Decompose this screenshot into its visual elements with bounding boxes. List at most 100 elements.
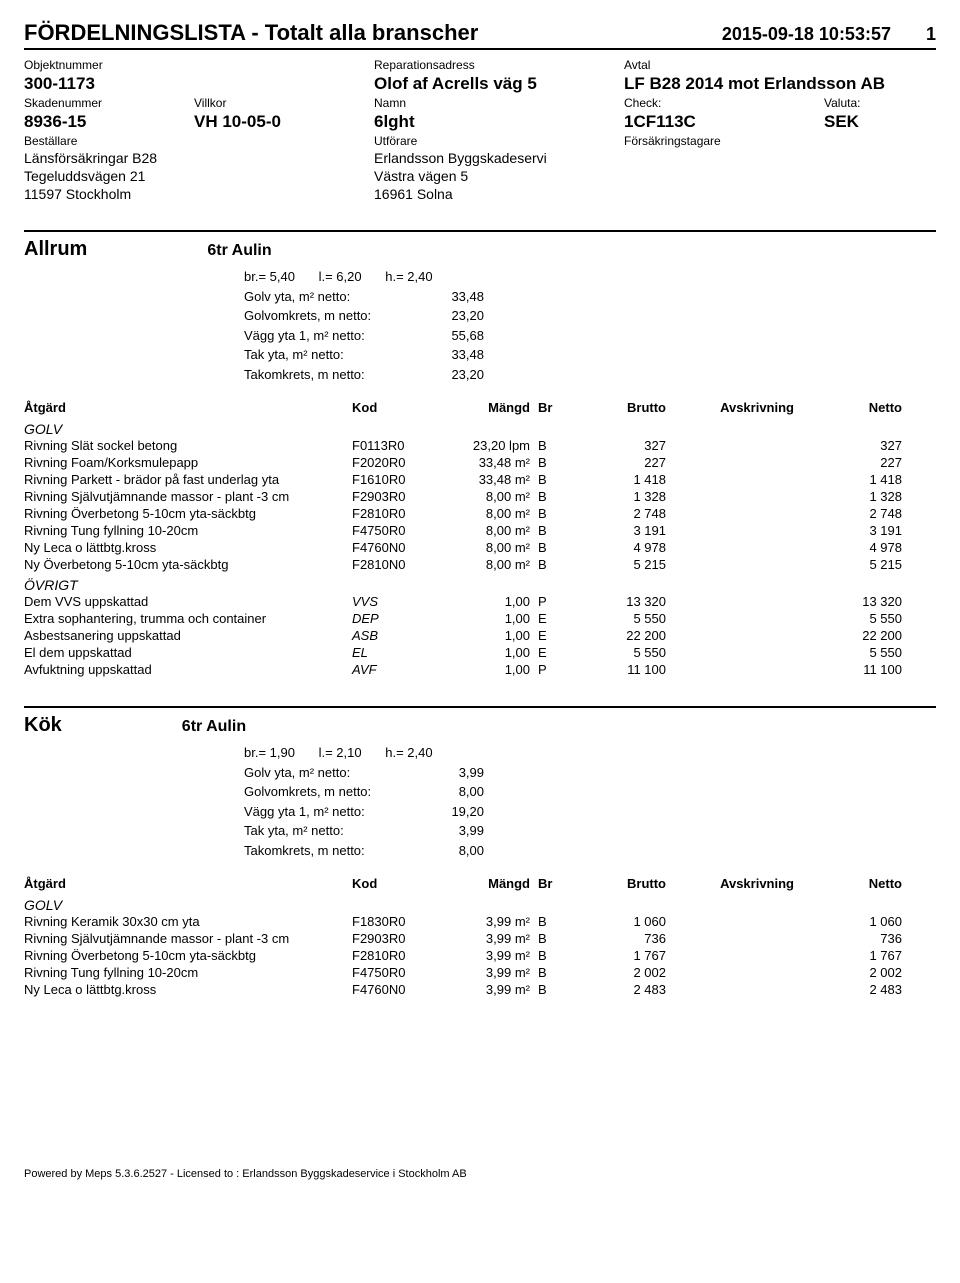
cell-br: B [538,455,568,470]
cell-netto: 2 748 [802,506,902,521]
table-row: El dem uppskattadEL1,00E5 5505 550 [24,644,936,661]
metric-label: Takomkrets, m netto: [244,365,424,385]
doc-title-row: FÖRDELNINGSLISTA - Totalt alla branscher… [24,20,936,50]
val-namn: 6lght [374,112,624,132]
cell-desc: Dem VVS uppskattad [24,594,344,609]
cell-desc: Rivning Självutjämnande massor - plant -… [24,489,344,504]
cell-mangd: 23,20 lpm [440,438,530,453]
cell-desc: El dem uppskattad [24,645,344,660]
metric-row: Vägg yta 1, m² netto:55,68 [244,326,936,346]
lbl-utforare: Utförare [374,134,624,148]
room1-dim-br: br.= 5,40 [244,267,295,287]
best-line1: Länsförsäkringar B28 [24,150,374,166]
cell-kod: F4760N0 [352,540,432,555]
room1-rows2: Dem VVS uppskattadVVS1,00P13 32013 320Ex… [24,593,936,678]
room1-sub: 6tr Aulin [207,242,271,260]
cell-desc: Rivning Överbetong 5-10cm yta-säckbtg [24,506,344,521]
cell-brutto: 1 060 [576,914,666,929]
cell-mangd: 33,48 m² [440,472,530,487]
room1-metrics: Golv yta, m² netto:33,48Golvomkrets, m n… [244,287,936,385]
metric-value: 19,20 [424,802,484,822]
room2-header: Kök 6tr Aulin [24,714,936,737]
cell-netto: 1 767 [802,948,902,963]
room1-meta: br.= 5,40 l.= 6,20 h.= 2,40 Golv yta, m²… [244,267,936,384]
metric-row: Vägg yta 1, m² netto:19,20 [244,802,936,822]
room2-meta: br.= 1,90 l.= 2,10 h.= 2,40 Golv yta, m²… [244,743,936,860]
cell-mangd: 3,99 m² [440,914,530,929]
cell-kod: F4750R0 [352,523,432,538]
col-avskr: Avskrivning [674,400,794,415]
col-atgard: Åtgärd [24,400,344,415]
metric-label: Takomkrets, m netto: [244,841,424,861]
table-row: Dem VVS uppskattadVVS1,00P13 32013 320 [24,593,936,610]
metric-value: 55,68 [424,326,484,346]
room2-dim-br: br.= 1,90 [244,743,295,763]
cell-mangd: 8,00 m² [440,557,530,572]
val-skadenummer: 8936-15 [24,112,194,132]
cell-brutto: 327 [576,438,666,453]
cell-br: E [538,645,568,660]
lbl-objektnummer: Objektnummer [24,58,194,72]
col-kod: Kod [352,876,432,891]
cell-desc: Rivning Foam/Korksmulepapp [24,455,344,470]
table-row: Rivning Tung fyllning 10-20cmF4750R03,99… [24,964,936,981]
cell-kod: VVS [352,594,432,609]
cell-mangd: 1,00 [440,611,530,626]
cell-kod: F2903R0 [352,489,432,504]
lbl-check: Check: [624,96,824,110]
action-header-2: Åtgärd Kod Mängd Br Brutto Avskrivning N… [24,872,936,893]
table-row: Extra sophantering, trumma och container… [24,610,936,627]
doc-datetime-page: 2015-09-18 10:53:57 1 [722,24,936,45]
metric-label: Vägg yta 1, m² netto: [244,802,424,822]
cell-desc: Rivning Överbetong 5-10cm yta-säckbtg [24,948,344,963]
metric-row: Takomkrets, m netto:23,20 [244,365,936,385]
table-row: Rivning Självutjämnande massor - plant -… [24,488,936,505]
cell-kod: F0113R0 [352,438,432,453]
action-header-1: Åtgärd Kod Mängd Br Brutto Avskrivning N… [24,396,936,417]
col-avskr: Avskrivning [674,876,794,891]
cell-kod: F2810R0 [352,948,432,963]
metric-label: Tak yta, m² netto: [244,345,424,365]
col-mangd: Mängd [440,400,530,415]
cell-mangd: 33,48 m² [440,455,530,470]
room2-dim-l: l.= 2,10 [319,743,362,763]
cell-brutto: 1 767 [576,948,666,963]
divider [24,230,936,232]
cell-br: B [538,982,568,997]
col-brutto: Brutto [576,876,666,891]
metric-row: Golvomkrets, m netto:8,00 [244,782,936,802]
metric-label: Golvomkrets, m netto: [244,306,424,326]
cell-mangd: 1,00 [440,628,530,643]
cell-kod: DEP [352,611,432,626]
cell-kod: F4750R0 [352,965,432,980]
room2-dim-h: h.= 2,40 [385,743,432,763]
cell-brutto: 11 100 [576,662,666,677]
utf-line1: Erlandsson Byggskadeservi [374,150,624,166]
metric-value: 3,99 [424,763,484,783]
cell-brutto: 13 320 [576,594,666,609]
cell-netto: 3 191 [802,523,902,538]
room1-dim-l: l.= 6,20 [319,267,362,287]
cell-br: B [538,557,568,572]
col-mangd: Mängd [440,876,530,891]
metric-row: Takomkrets, m netto:8,00 [244,841,936,861]
cell-desc: Rivning Parkett - brädor på fast underla… [24,472,344,487]
val-villkor: VH 10-05-0 [194,112,374,132]
best-line3: 11597 Stockholm [24,186,374,202]
cell-br: E [538,611,568,626]
lbl-valuta: Valuta: [824,96,924,110]
cell-brutto: 22 200 [576,628,666,643]
cell-brutto: 2 483 [576,982,666,997]
cell-mangd: 3,99 m² [440,931,530,946]
col-kod: Kod [352,400,432,415]
metric-value: 23,20 [424,365,484,385]
metric-value: 33,48 [424,345,484,365]
metric-row: Tak yta, m² netto:33,48 [244,345,936,365]
cell-netto: 736 [802,931,902,946]
room1-header: Allrum 6tr Aulin [24,238,936,261]
cell-br: E [538,628,568,643]
cell-mangd: 8,00 m² [440,489,530,504]
room1-name: Allrum [24,238,87,261]
metric-label: Golv yta, m² netto: [244,763,424,783]
cell-mangd: 8,00 m² [440,523,530,538]
